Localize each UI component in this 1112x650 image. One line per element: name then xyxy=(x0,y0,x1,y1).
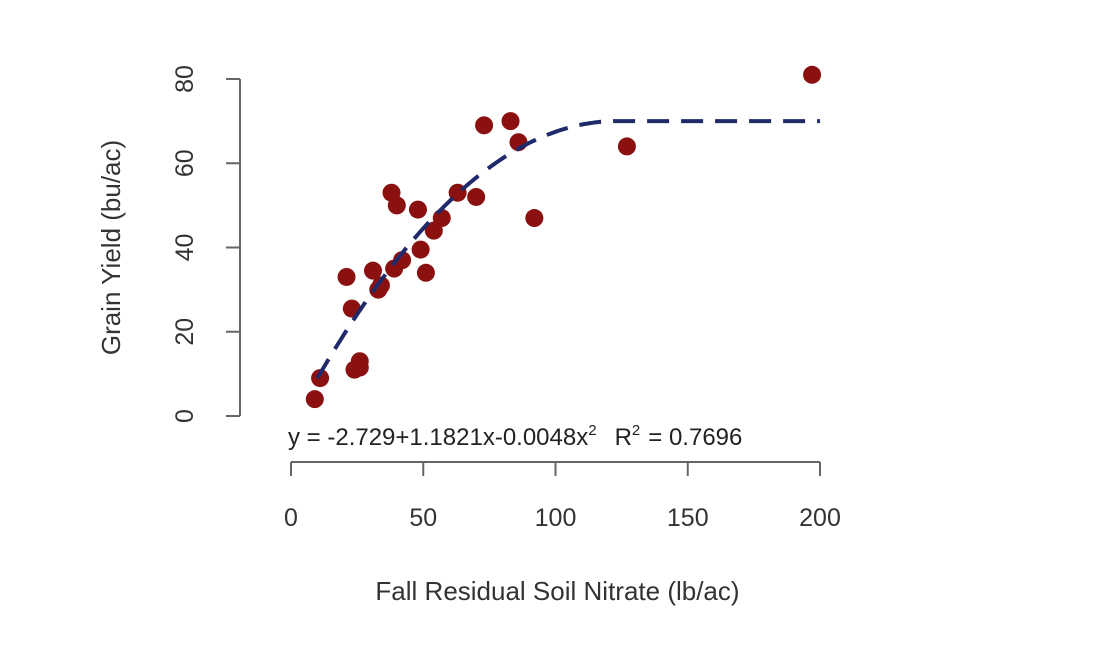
data-point xyxy=(387,196,406,215)
y-tick-label: 40 xyxy=(171,234,199,262)
data-point xyxy=(525,209,544,228)
r-squared-value: = 0.7696 xyxy=(648,424,742,451)
data-point xyxy=(617,137,636,156)
data-point xyxy=(432,209,451,228)
data-point xyxy=(337,267,356,286)
x-tick-label: 100 xyxy=(535,504,577,532)
r-squared-exponent: 2 xyxy=(632,422,640,439)
regression-equation: y = -2.729+1.1821x-0.0048x2 R2 = 0.7696 xyxy=(288,422,742,451)
data-points xyxy=(305,65,822,409)
x-tick-label: 0 xyxy=(284,504,298,532)
fitted-curve xyxy=(315,119,820,380)
data-point xyxy=(350,352,369,371)
data-point xyxy=(363,261,382,280)
x-tick-label: 200 xyxy=(799,504,841,532)
data-point xyxy=(475,116,494,135)
data-point xyxy=(305,390,324,409)
x-axis: 0 50 100 150 200 xyxy=(284,461,841,532)
y-tick-label: 0 xyxy=(171,409,199,423)
data-point xyxy=(311,369,330,388)
data-point xyxy=(408,200,427,219)
equation-main: y = -2.729+1.1821x-0.0048x xyxy=(288,424,588,451)
r-squared-label: R xyxy=(615,424,632,451)
data-point xyxy=(411,240,430,259)
x-axis-title: Fall Residual Soil Nitrate (lb/ac) xyxy=(375,576,739,606)
equation-exponent: 2 xyxy=(588,422,596,439)
x-tick-label: 50 xyxy=(409,504,437,532)
data-point xyxy=(803,65,822,84)
data-point xyxy=(416,263,435,282)
data-point xyxy=(467,187,486,206)
y-axis-title: Grain Yield (bu/ac) xyxy=(96,140,126,355)
x-tick-label: 150 xyxy=(667,504,709,532)
y-tick-label: 20 xyxy=(171,318,199,346)
y-axis: 0 20 40 60 80 xyxy=(171,65,241,423)
data-point xyxy=(501,112,520,131)
y-tick-label: 80 xyxy=(171,65,199,93)
y-tick-label: 60 xyxy=(171,149,199,177)
